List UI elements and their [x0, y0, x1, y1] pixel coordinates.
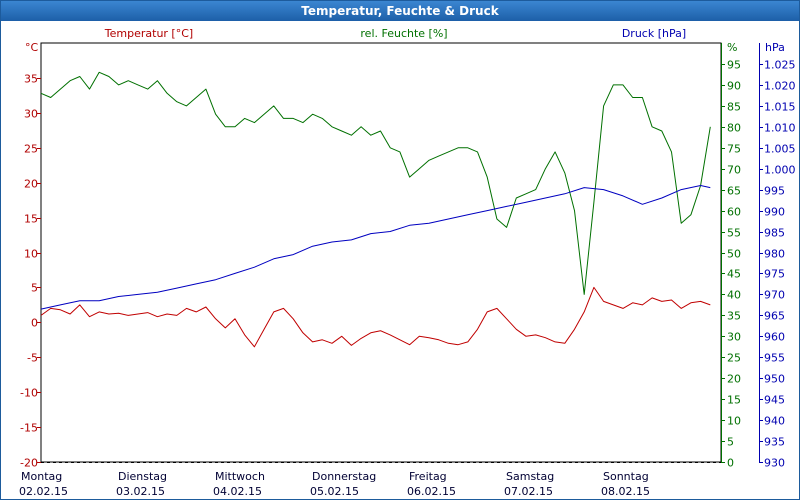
x-day-label: Samstag [506, 470, 554, 483]
x-date-label: 03.02.15 [116, 485, 165, 498]
humidity-tick-label: 60 [727, 206, 741, 219]
pressure-tick-label: 940 [764, 415, 785, 428]
x-day-label: Mittwoch [215, 470, 265, 483]
pressure-tick-label: 990 [764, 206, 785, 219]
pressure-tick-label: 935 [764, 436, 785, 449]
humidity-series-line [40, 71, 711, 295]
pressure-tick-label: 1.005 [764, 143, 796, 156]
humidity-unit: % [727, 41, 737, 54]
temperature-tick-label: 25 [24, 143, 38, 156]
pressure-tick-label: 970 [764, 289, 785, 302]
pressure-tick-label: 995 [764, 185, 785, 198]
temperature-tick-label: 35 [24, 73, 38, 86]
x-date-label: 05.02.15 [310, 485, 359, 498]
humidity-tick-label: 95 [727, 59, 741, 72]
pressure-tick-label: 950 [764, 373, 785, 386]
humidity-tick-label: 90 [727, 80, 741, 93]
humidity-tick-label: 25 [727, 352, 741, 365]
x-day-label: Montag [21, 470, 62, 483]
temperature-tick-label: 5 [31, 282, 38, 295]
pressure-tick-label: 1.010 [764, 122, 796, 135]
x-date-label: 06.02.15 [407, 485, 456, 498]
humidity-axis-title: rel. Feuchte [%] [360, 27, 447, 40]
x-day-label: Freitag [409, 470, 447, 483]
chart-title: Temperatur, Feuchte & Druck [1, 1, 799, 21]
x-day-label: Dienstag [118, 470, 167, 483]
humidity-tick-label: 35 [727, 310, 741, 323]
pressure-tick-label: 980 [764, 248, 785, 261]
temperature-unit: °C [25, 41, 39, 54]
pressure-tick-label: 945 [764, 394, 785, 407]
humidity-tick-label: 5 [727, 436, 734, 449]
axis-labels: -20 -15 -10 -5 0 5 10 15 20 25 30 35 Montag 02.02.15 D… [19, 27, 796, 498]
x-date-label: 04.02.15 [213, 485, 262, 498]
humidity-tick-label: 75 [727, 143, 741, 156]
temperature-tick-label: -10 [20, 387, 38, 400]
pressure-tick-label: 1.015 [764, 101, 796, 114]
x-date-label: 07.02.15 [504, 485, 553, 498]
x-day-label: Donnerstag [312, 470, 376, 483]
pressure-tick-label: 960 [764, 331, 785, 344]
series-lines [40, 71, 711, 348]
temperature-tick-label: 30 [24, 108, 38, 121]
temperature-tick-label: -5 [27, 352, 38, 365]
humidity-tick-label: 65 [727, 185, 741, 198]
humidity-tick-label: 15 [727, 394, 741, 407]
temperature-tick-label: 15 [24, 213, 38, 226]
pressure-tick-label: 930 [764, 457, 785, 470]
temperature-axis-title: Temperatur [°C] [104, 27, 193, 40]
x-day-label: Sonntag [603, 470, 649, 483]
pressure-series-line [40, 185, 711, 310]
axes [37, 42, 763, 463]
humidity-tick-label: 80 [727, 122, 741, 135]
humidity-tick-label: 0 [727, 457, 734, 470]
temperature-tick-label: 10 [24, 248, 38, 261]
pressure-tick-label: 985 [764, 227, 785, 240]
temperature-series-line [40, 286, 711, 348]
humidity-tick-label: 70 [727, 164, 741, 177]
pressure-tick-label: 1.025 [764, 59, 796, 72]
pressure-tick-label: 975 [764, 268, 785, 281]
temperature-tick-label: -15 [20, 422, 38, 435]
humidity-tick-label: 85 [727, 101, 741, 114]
temperature-tick-label: -20 [20, 457, 38, 470]
temperature-tick-label: 0 [31, 317, 38, 330]
humidity-tick-label: 30 [727, 331, 741, 344]
pressure-tick-label: 965 [764, 310, 785, 323]
humidity-tick-label: 20 [727, 373, 741, 386]
humidity-tick-label: 45 [727, 268, 741, 281]
humidity-tick-label: 40 [727, 289, 741, 302]
pressure-tick-label: 1.020 [764, 80, 796, 93]
humidity-tick-label: 55 [727, 227, 741, 240]
humidity-tick-label: 50 [727, 248, 741, 261]
pressure-axis-title: Druck [hPa] [622, 27, 686, 40]
pressure-tick-label: 955 [764, 352, 785, 365]
temperature-tick-label: 20 [24, 178, 38, 191]
x-date-label: 08.02.15 [601, 485, 650, 498]
x-date-label: 02.02.15 [19, 485, 68, 498]
plot-area [40, 42, 722, 463]
pressure-tick-label: 1.000 [764, 164, 796, 177]
humidity-tick-label: 10 [727, 415, 741, 428]
pressure-unit: hPa [765, 41, 785, 54]
